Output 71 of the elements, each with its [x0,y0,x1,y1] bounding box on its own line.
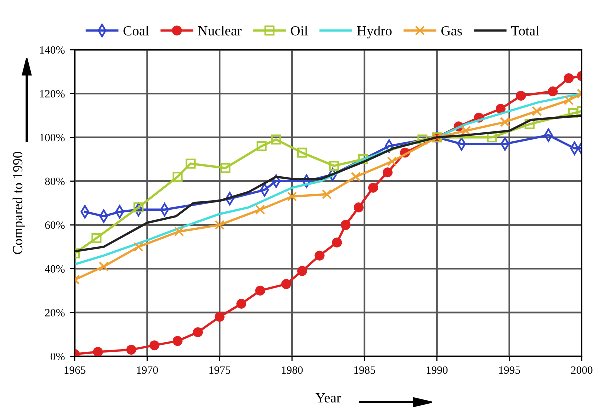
point [256,141,267,152]
point [193,327,204,338]
point [332,238,342,248]
point [281,279,292,290]
point [314,250,325,261]
point [329,161,340,172]
point [500,117,510,128]
point [134,242,144,252]
y-tick-label: 100% [40,134,65,142]
y-tick-label: 120% [40,90,65,98]
point [382,168,393,178]
legend-label: Hydro [357,26,392,39]
point [92,233,102,244]
x-tick-label: 1975 [210,366,231,374]
point [516,91,526,102]
point [354,202,364,213]
point [98,262,109,272]
point [172,172,183,182]
point [387,156,398,167]
point [271,134,282,145]
legend-label: Gas [442,26,462,36]
x-tick-label: 1990 [427,366,448,374]
y-tick-label: 140% [40,46,65,54]
legend-label: Total [511,26,540,36]
point [236,298,247,309]
point [172,336,183,346]
point [418,134,428,145]
point [93,347,104,357]
point [150,340,160,351]
y-tick-label: 40% [45,265,65,273]
point [214,220,225,230]
point [126,344,136,355]
legend-label: Nuclear [198,26,242,36]
y-tick-label: 20% [45,309,65,317]
point [297,148,308,158]
point [287,192,298,202]
x-tick-label: 1965 [64,366,86,374]
point [220,163,231,174]
x-tick-label: 2000 [571,366,593,374]
y-tick-label: 0% [50,353,65,361]
legend-label: Oil [291,26,308,36]
x-axis-title: Year [316,394,342,403]
point [461,126,472,136]
y-tick-label: 60% [45,222,65,230]
point [548,86,558,97]
point [174,226,184,237]
legend-label: Coal [124,26,150,36]
point [186,158,196,169]
point [297,266,308,276]
y-axis-title: Compared to 1990 [12,152,26,254]
point [340,220,351,230]
point [564,95,574,106]
point [368,182,378,193]
point [134,202,144,213]
point [255,286,266,296]
point [255,204,266,215]
x-tick-label: 1985 [354,366,376,374]
point [358,154,368,165]
y-tick-label: 80% [45,178,65,186]
x-tick-label: 1980 [282,366,303,374]
point [214,312,225,322]
point [351,172,362,182]
point [564,74,574,84]
point [496,104,506,114]
x-tick-label: 1970 [137,366,158,374]
point [487,132,498,143]
point [524,119,535,130]
point [532,106,542,116]
point [568,108,578,119]
point [322,190,332,200]
x-tick-label: 1995 [499,366,520,374]
